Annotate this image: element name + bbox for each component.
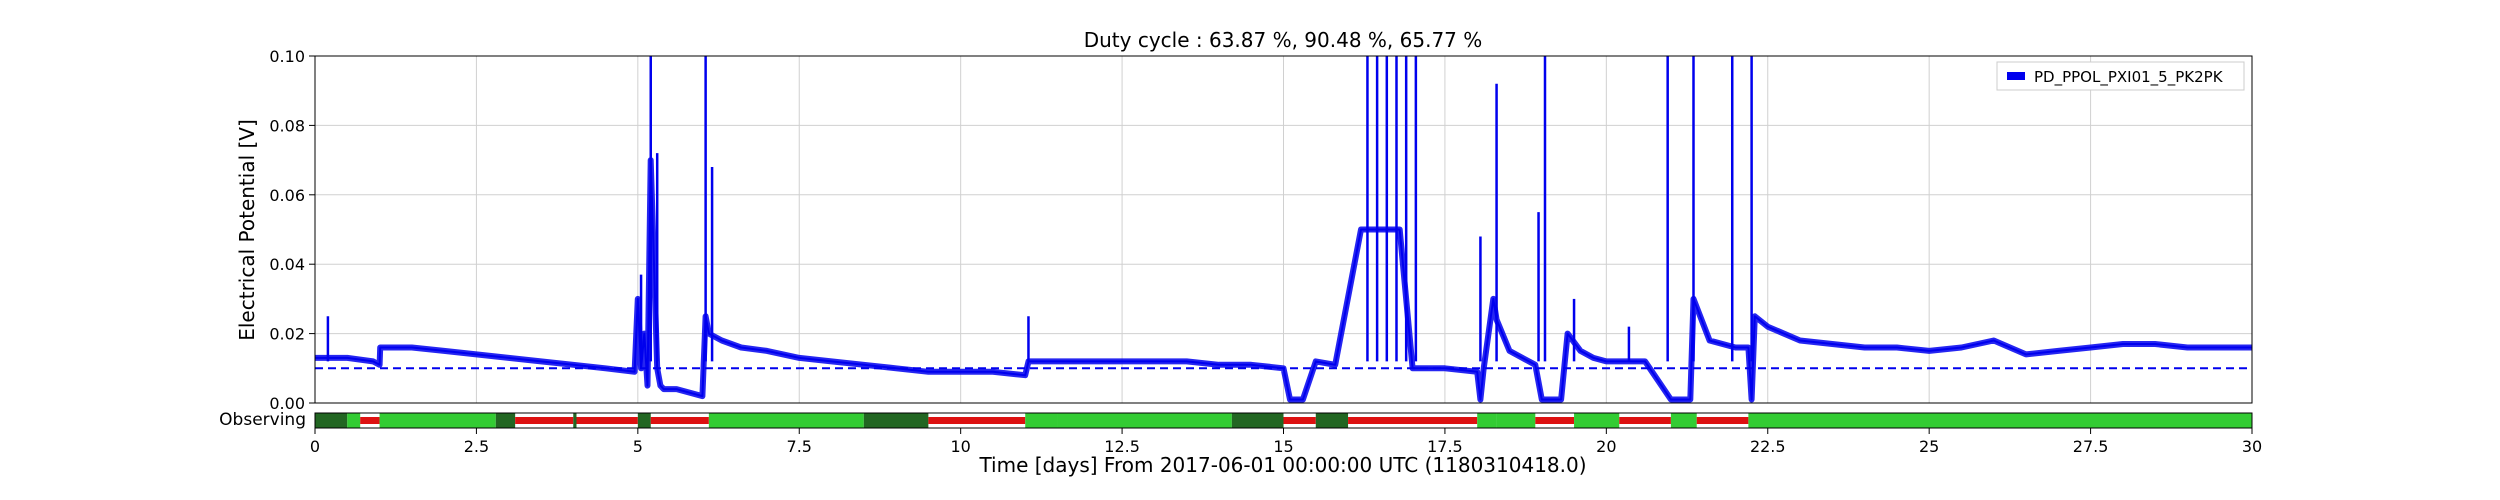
y-tick-label: 0.10 [269, 47, 305, 66]
legend-swatch [2007, 72, 2025, 80]
y-tick-label: 0.08 [269, 116, 305, 135]
chart-title: Duty cycle : 63.87 %, 90.48 %, 65.77 % [1084, 28, 1483, 52]
observing-segment [495, 413, 516, 428]
legend: PD_PPOL_PXI01_5_PK2PK [1996, 61, 2245, 91]
observing-segment [1496, 413, 1536, 428]
x-tick-label: 5 [633, 437, 643, 456]
x-tick-label: 30 [2242, 437, 2262, 456]
observing-segment [1670, 413, 1697, 428]
y-axis-label: Electrical Potential [V] [235, 119, 259, 341]
plot-frame [314, 55, 2253, 404]
observing-segment [1574, 413, 1620, 428]
observing-segment [576, 417, 638, 424]
grid [314, 55, 2253, 404]
x-tick-label: 2.5 [464, 437, 489, 456]
x-axis-ticks: 0 2.5 5 7.5 10 12.5 15 17.5 20 22.5 25 27.5 30 [310, 428, 2262, 456]
observing-segment [1057, 413, 1232, 428]
y-axis-ticks: 0.00 0.02 0.04 0.06 0.08 0.10 [269, 47, 315, 413]
legend-box [1996, 61, 2245, 91]
observing-segment [1315, 413, 1349, 428]
observing-segment [1535, 417, 1575, 424]
x-tick-label: 7.5 [787, 437, 812, 456]
observing-segment [863, 413, 929, 428]
observing-label: Observing [219, 410, 306, 430]
observing-segment [928, 417, 1026, 424]
observing-segment [1025, 413, 1058, 428]
y-tick-label: 0.06 [269, 186, 305, 205]
x-tick-label: 25 [1919, 437, 1939, 456]
observing-bar [315, 413, 2252, 428]
x-axis-label: Time [days] From 2017-06-01 00:00:00 UTC… [978, 453, 1586, 477]
observing-segment [708, 413, 864, 428]
observing-segment [347, 413, 361, 428]
observing-segment [1748, 413, 2252, 428]
x-tick-label: 27.5 [2073, 437, 2109, 456]
x-tick-label: 15 [1273, 437, 1293, 456]
y-tick-label: 0.04 [269, 255, 305, 274]
observing-segment [1696, 417, 1749, 424]
y-tick-label: 0.00 [269, 394, 305, 413]
x-tick-label: 10 [950, 437, 970, 456]
legend-entry: PD_PPOL_PXI01_5_PK2PK [2034, 68, 2224, 87]
observing-segment [315, 413, 348, 428]
series-line-core [315, 159, 2252, 401]
observing-segment [360, 417, 380, 424]
observing-segment [1348, 417, 1478, 424]
x-tick-label: 12.5 [1104, 437, 1140, 456]
observing-segment [573, 413, 577, 428]
plot-series [315, 56, 2252, 403]
observing-segment [1619, 417, 1671, 424]
x-tick-label: 20 [1596, 437, 1616, 456]
observing-segment [650, 417, 709, 424]
y-tick-label: 0.02 [269, 325, 305, 344]
x-tick-label: 22.5 [1750, 437, 1786, 456]
x-tick-label: 17.5 [1427, 437, 1463, 456]
observing-segment [1283, 417, 1316, 424]
observing-segment [1231, 413, 1284, 428]
observing-segment [379, 413, 496, 428]
observing-segment [1477, 413, 1497, 428]
observing-segment [637, 413, 651, 428]
x-tick-label: 0 [310, 437, 320, 456]
observing-segment [515, 417, 574, 424]
